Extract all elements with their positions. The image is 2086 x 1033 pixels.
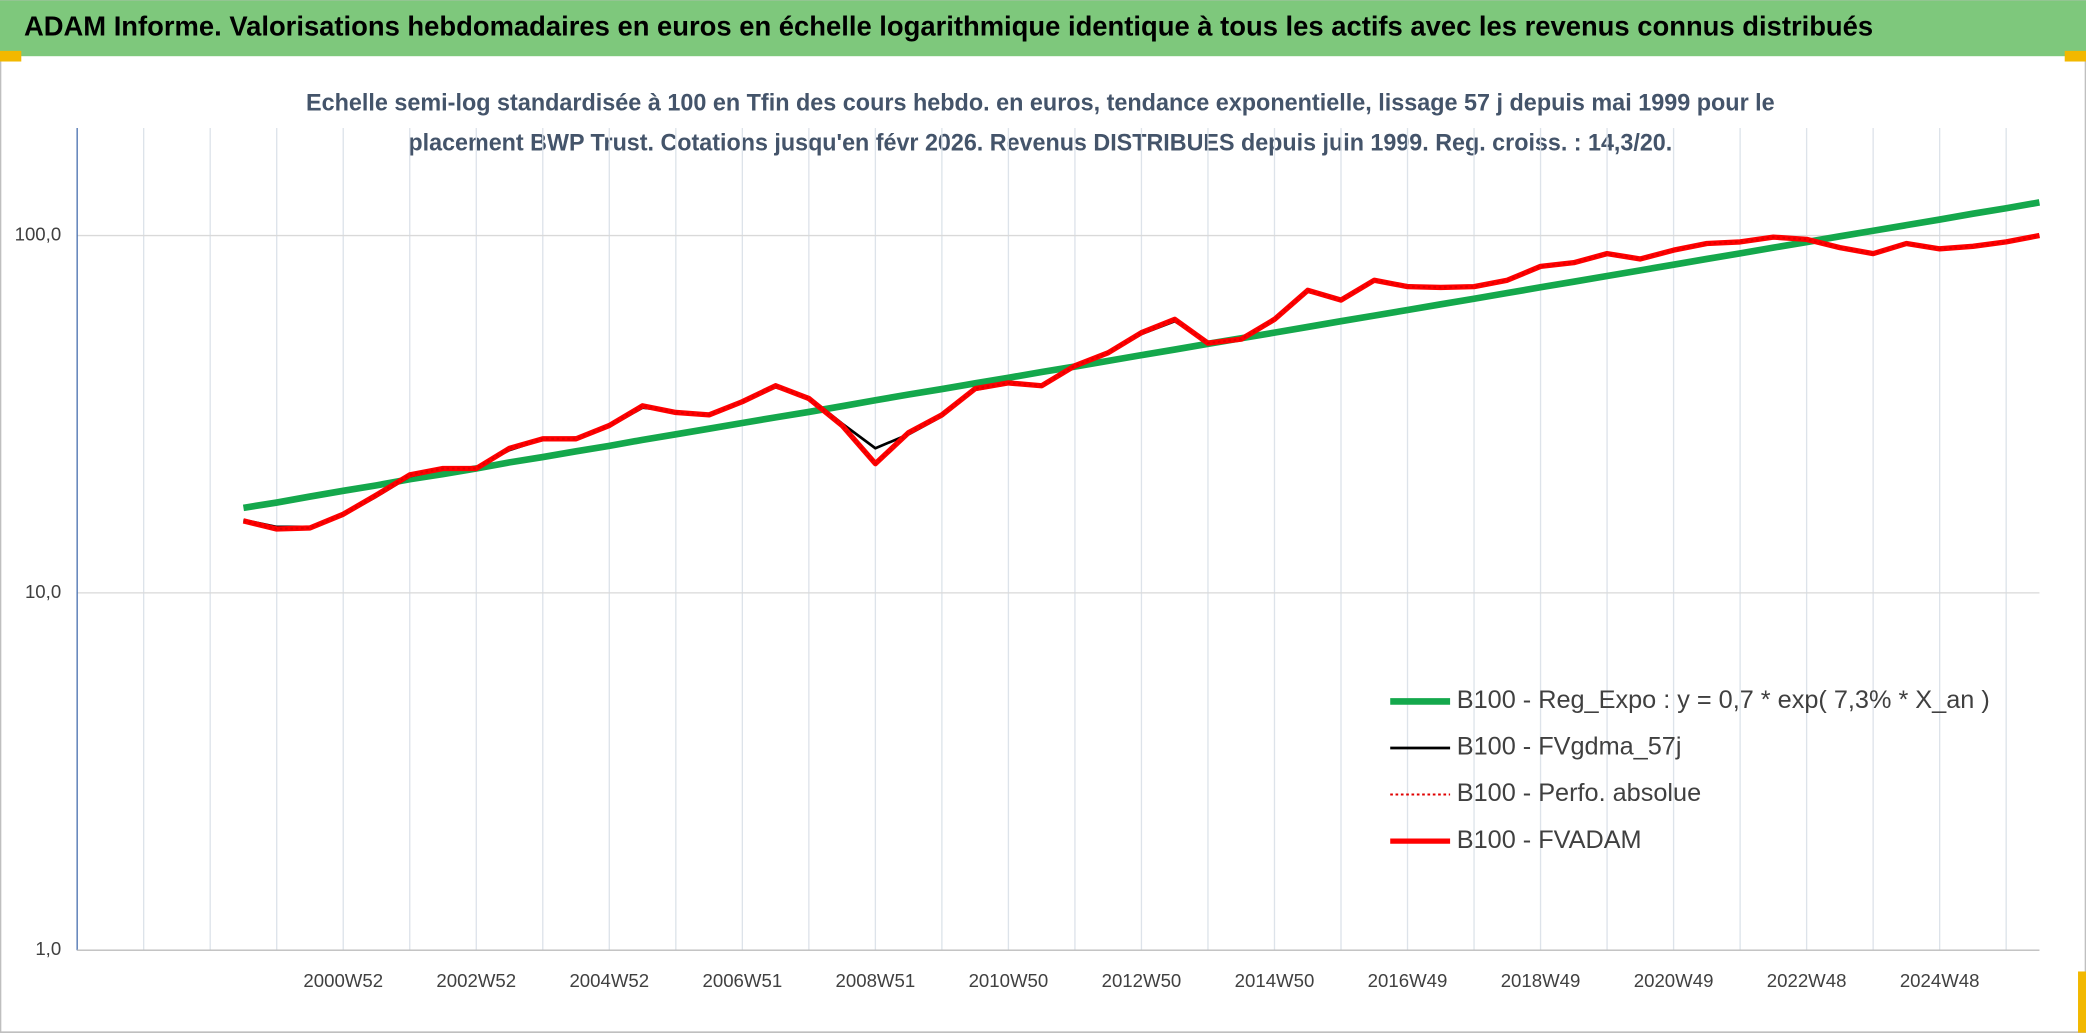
x-tick-label: 2020W49 <box>1634 970 1714 991</box>
series-line <box>243 234 2040 531</box>
x-tick-label: 2000W52 <box>303 970 383 991</box>
y-tick-label: 10,0 <box>25 581 61 602</box>
y-tick-label: 1,0 <box>35 938 61 959</box>
chart-subtitle: Echelle semi-log standardisée à 100 en T… <box>306 89 1775 116</box>
legend-label: B100 - FVADAM <box>1457 826 1642 854</box>
x-tick-label: 2024W48 <box>1900 970 1980 991</box>
x-tick-label: 2018W49 <box>1501 970 1581 991</box>
series-line <box>242 199 2041 512</box>
y-tick-label: 100,0 <box>15 224 62 245</box>
x-tick-label: 2022W48 <box>1767 970 1847 991</box>
x-tick-label: 2014W50 <box>1235 970 1315 991</box>
corner <box>2064 50 2086 62</box>
chart-title: ADAM Informe. Valorisations hebdomadaire… <box>24 11 1873 42</box>
legend-label: B100 - FVgdma_57j <box>1457 733 1682 761</box>
chart-subtitle: placement BWP Trust. Cotations jusqu'en … <box>408 129 1672 156</box>
x-tick-label: 2016W49 <box>1368 970 1448 991</box>
corner <box>0 50 22 62</box>
x-tick-label: 2010W50 <box>969 970 1049 991</box>
x-tick-label: 2008W51 <box>836 970 916 991</box>
legend-label: B100 - Reg_Expo : y = 0,7 * exp( 7,3% * … <box>1457 686 1990 714</box>
x-tick-label: 2012W50 <box>1102 970 1182 991</box>
x-tick-label: 2002W52 <box>436 970 516 991</box>
legend-label: B100 - Perfo. absolue <box>1457 779 1701 807</box>
x-tick-label: 2006W51 <box>703 970 783 991</box>
x-tick-label: 2004W52 <box>569 970 649 991</box>
header-bar <box>0 0 2086 57</box>
corner <box>2078 971 2086 1033</box>
